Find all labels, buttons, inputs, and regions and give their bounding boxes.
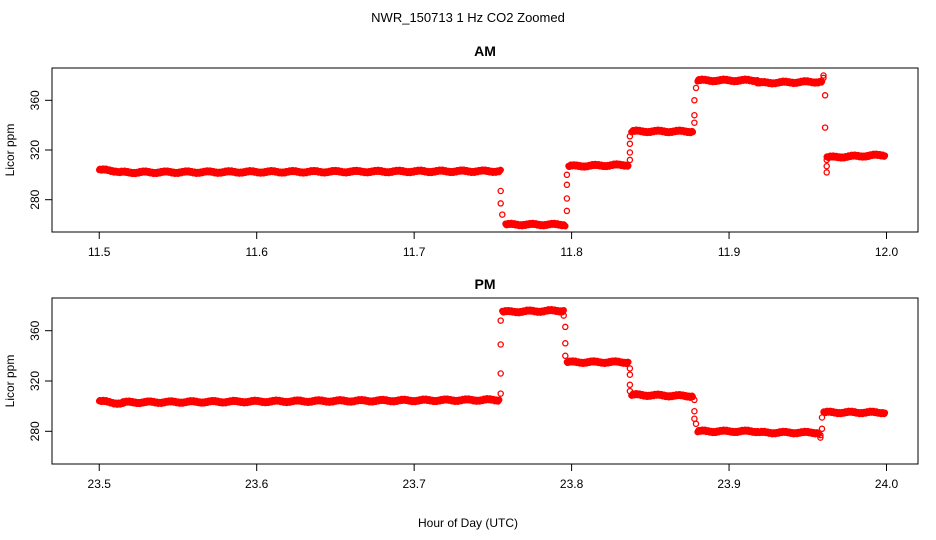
x-tick-label: 23.5: [88, 477, 112, 491]
y-tick-label: 360: [28, 90, 42, 110]
data-point: [497, 341, 504, 348]
data-point: [817, 431, 824, 439]
data-point: [692, 84, 700, 92]
data-point: [497, 187, 504, 195]
data-point: [691, 407, 698, 415]
data-point: [563, 171, 571, 179]
data-point: [626, 133, 634, 140]
data-point: [562, 222, 569, 230]
data-point: [625, 162, 632, 170]
y-tick-label: 280: [28, 189, 42, 209]
data-point: [881, 409, 889, 417]
data-point: [689, 128, 697, 136]
data-point: [815, 430, 823, 438]
data-point: [691, 396, 698, 404]
data-point: [626, 387, 634, 395]
data-point: [626, 149, 634, 156]
x-tick-label: 11.9: [718, 245, 741, 259]
data-point: [817, 434, 824, 441]
data-point: [691, 97, 698, 104]
data-point: [562, 323, 569, 331]
data-point: [820, 74, 827, 82]
data-point: [818, 78, 826, 85]
data-point: [818, 425, 826, 433]
x-tick-label: 11.8: [560, 245, 583, 259]
x-tick-label: 24.0: [875, 477, 899, 491]
y-tick-label: 320: [28, 371, 42, 391]
y-tick-label: 320: [28, 140, 42, 160]
data-point: [499, 211, 506, 218]
plot-frame: [51, 297, 919, 465]
data-point: [495, 396, 503, 404]
data-point: [626, 140, 634, 148]
data-point: [626, 365, 634, 372]
data-point: [691, 415, 698, 422]
panel-title: AM: [474, 43, 496, 59]
data-series: [95, 72, 889, 230]
data-point: [562, 352, 569, 360]
data-point: [691, 119, 698, 126]
x-tick-label: 11.7: [403, 245, 426, 259]
x-tick-label: 11.6: [245, 245, 268, 259]
data-point: [497, 166, 504, 174]
data-point: [625, 358, 632, 366]
data-point: [820, 72, 827, 79]
y-axis-label: Licor ppm: [3, 355, 17, 408]
y-tick-label: 360: [28, 320, 42, 340]
data-point: [823, 162, 830, 170]
y-tick-label: 280: [28, 421, 42, 441]
data-point: [821, 92, 829, 99]
data-point: [563, 181, 571, 189]
data-point: [562, 340, 569, 347]
x-tick-label: 12.0: [875, 245, 899, 259]
data-point: [691, 111, 698, 119]
data-point: [881, 152, 889, 159]
data-series: [95, 305, 889, 441]
x-tick-label: 23.9: [717, 477, 741, 491]
chart-title: NWR_150713 1 Hz CO2 Zoomed: [371, 10, 565, 25]
data-point: [497, 390, 504, 397]
data-point: [563, 195, 571, 202]
data-point: [821, 124, 829, 131]
x-axis-label: Hour of Day (UTC): [418, 516, 518, 530]
panel-title: PM: [475, 276, 496, 292]
data-point: [626, 381, 634, 389]
x-tick-label: 23.6: [245, 477, 269, 491]
data-point: [497, 370, 504, 377]
x-tick-label: 11.5: [88, 245, 111, 259]
y-axis-label: Licor ppm: [3, 124, 17, 177]
x-tick-label: 23.8: [560, 477, 584, 491]
data-point: [823, 169, 830, 176]
data-point: [497, 200, 504, 207]
data-point: [823, 156, 830, 164]
data-point: [626, 156, 634, 164]
panel-am: AM Licor ppm 11.5 11.6 11.7 11.8 11.9 12.0 280 32…: [3, 43, 919, 259]
data-point: [563, 207, 571, 215]
data-point: [560, 312, 567, 319]
panel-pm: PM Licor ppm 23.5 23.6 23.7 23.8 23.9 24.0 280 32…: [3, 276, 919, 491]
data-point: [692, 420, 700, 428]
x-tick-label: 23.7: [402, 477, 426, 491]
plot-frame: [51, 67, 919, 233]
data-point: [497, 317, 504, 324]
data-point: [818, 414, 826, 421]
data-point: [626, 371, 634, 378]
